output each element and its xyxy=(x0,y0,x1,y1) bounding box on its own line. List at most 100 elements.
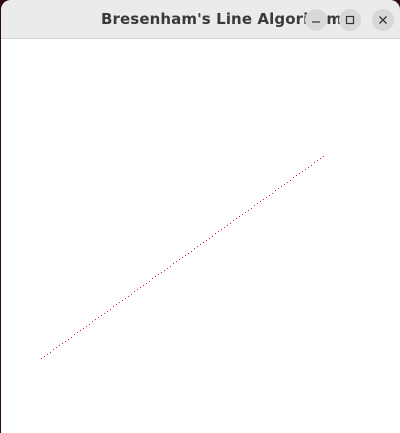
line-pixel xyxy=(290,180,291,181)
line-pixel xyxy=(122,300,123,301)
line-pixel xyxy=(50,352,51,353)
line-pixel xyxy=(176,261,177,262)
line-pixel xyxy=(281,186,282,187)
line-pixel xyxy=(179,259,180,260)
line-pixel xyxy=(125,298,126,299)
line-pixel xyxy=(221,229,222,230)
line-pixel xyxy=(65,341,66,342)
line-pixel xyxy=(296,175,297,176)
line-pixel xyxy=(101,315,102,316)
line-pixel xyxy=(170,266,171,267)
line-pixel xyxy=(92,321,93,322)
line-pixel xyxy=(302,171,303,172)
line-pixel xyxy=(95,319,96,320)
line-pixel xyxy=(182,257,183,258)
line-pixel xyxy=(215,233,216,234)
line-pixel xyxy=(62,343,63,344)
line-pixel xyxy=(104,313,105,314)
line-pixel xyxy=(98,317,99,318)
line-pixel xyxy=(149,281,150,282)
line-pixel xyxy=(320,158,321,159)
close-icon xyxy=(379,16,387,24)
line-pixel xyxy=(191,251,192,252)
line-pixel xyxy=(272,193,273,194)
line-pixel xyxy=(167,268,168,269)
maximize-button[interactable] xyxy=(339,9,361,31)
line-pixel xyxy=(218,231,219,232)
line-pixel xyxy=(89,324,90,325)
line-pixel xyxy=(74,334,75,335)
line-pixel xyxy=(83,328,84,329)
line-pixel xyxy=(263,199,264,200)
line-pixel xyxy=(323,156,324,157)
line-pixel xyxy=(311,165,312,166)
line-pixel xyxy=(53,349,54,350)
line-pixel xyxy=(71,337,72,338)
line-pixel xyxy=(56,347,57,348)
line-pixel xyxy=(299,173,300,174)
line-pixel xyxy=(197,246,198,247)
line-pixel xyxy=(305,169,306,170)
window-title: Bresenham's Line Algorithm xyxy=(101,10,343,28)
line-pixel xyxy=(41,358,42,359)
line-pixel xyxy=(140,287,141,288)
minimize-button[interactable] xyxy=(305,9,327,31)
line-pixel xyxy=(80,330,81,331)
line-pixel xyxy=(146,283,147,284)
line-pixel xyxy=(308,167,309,168)
line-pixel xyxy=(230,223,231,224)
line-pixel xyxy=(200,244,201,245)
line-pixel xyxy=(269,195,270,196)
line-pixel xyxy=(134,291,135,292)
line-pixel xyxy=(119,302,120,303)
line-pixel xyxy=(224,227,225,228)
line-pixel xyxy=(185,255,186,256)
line-pixel xyxy=(236,218,237,219)
line-pixel xyxy=(248,210,249,211)
line-pixel xyxy=(206,240,207,241)
close-button[interactable] xyxy=(372,9,394,31)
line-pixel xyxy=(245,212,246,213)
line-pixel xyxy=(143,285,144,286)
line-pixel xyxy=(317,160,318,161)
line-pixel xyxy=(131,294,132,295)
line-pixel xyxy=(209,238,210,239)
line-pixel xyxy=(227,225,228,226)
line-pixel xyxy=(314,162,315,163)
line-pixel xyxy=(287,182,288,183)
line-pixel xyxy=(44,356,45,357)
line-pixel xyxy=(275,190,276,191)
line-pixel xyxy=(188,253,189,254)
line-pixel xyxy=(47,354,48,355)
line-pixel xyxy=(86,326,87,327)
line-pixel xyxy=(128,296,129,297)
line-pixel xyxy=(203,242,204,243)
line-pixel xyxy=(242,214,243,215)
line-pixel xyxy=(254,205,255,206)
line-pixel xyxy=(278,188,279,189)
line-pixel xyxy=(251,208,252,209)
drawing-canvas[interactable] xyxy=(1,39,400,433)
line-pixel xyxy=(194,248,195,249)
line-pixel xyxy=(233,220,234,221)
line-pixel xyxy=(293,177,294,178)
line-drawing xyxy=(41,156,324,359)
title-bar[interactable]: Bresenham's Line Algorithm xyxy=(1,0,400,39)
line-pixel xyxy=(212,236,213,237)
line-pixel xyxy=(59,345,60,346)
line-pixel xyxy=(137,289,138,290)
line-pixel xyxy=(68,339,69,340)
line-pixel xyxy=(266,197,267,198)
line-pixel xyxy=(164,270,165,271)
line-pixel xyxy=(155,276,156,277)
line-pixel xyxy=(239,216,240,217)
line-pixel xyxy=(158,274,159,275)
line-pixel xyxy=(110,309,111,310)
line-pixel xyxy=(113,306,114,307)
line-pixel xyxy=(161,272,162,273)
line-pixel xyxy=(116,304,117,305)
line-pixel xyxy=(107,311,108,312)
line-pixel xyxy=(77,332,78,333)
line-pixel xyxy=(284,184,285,185)
